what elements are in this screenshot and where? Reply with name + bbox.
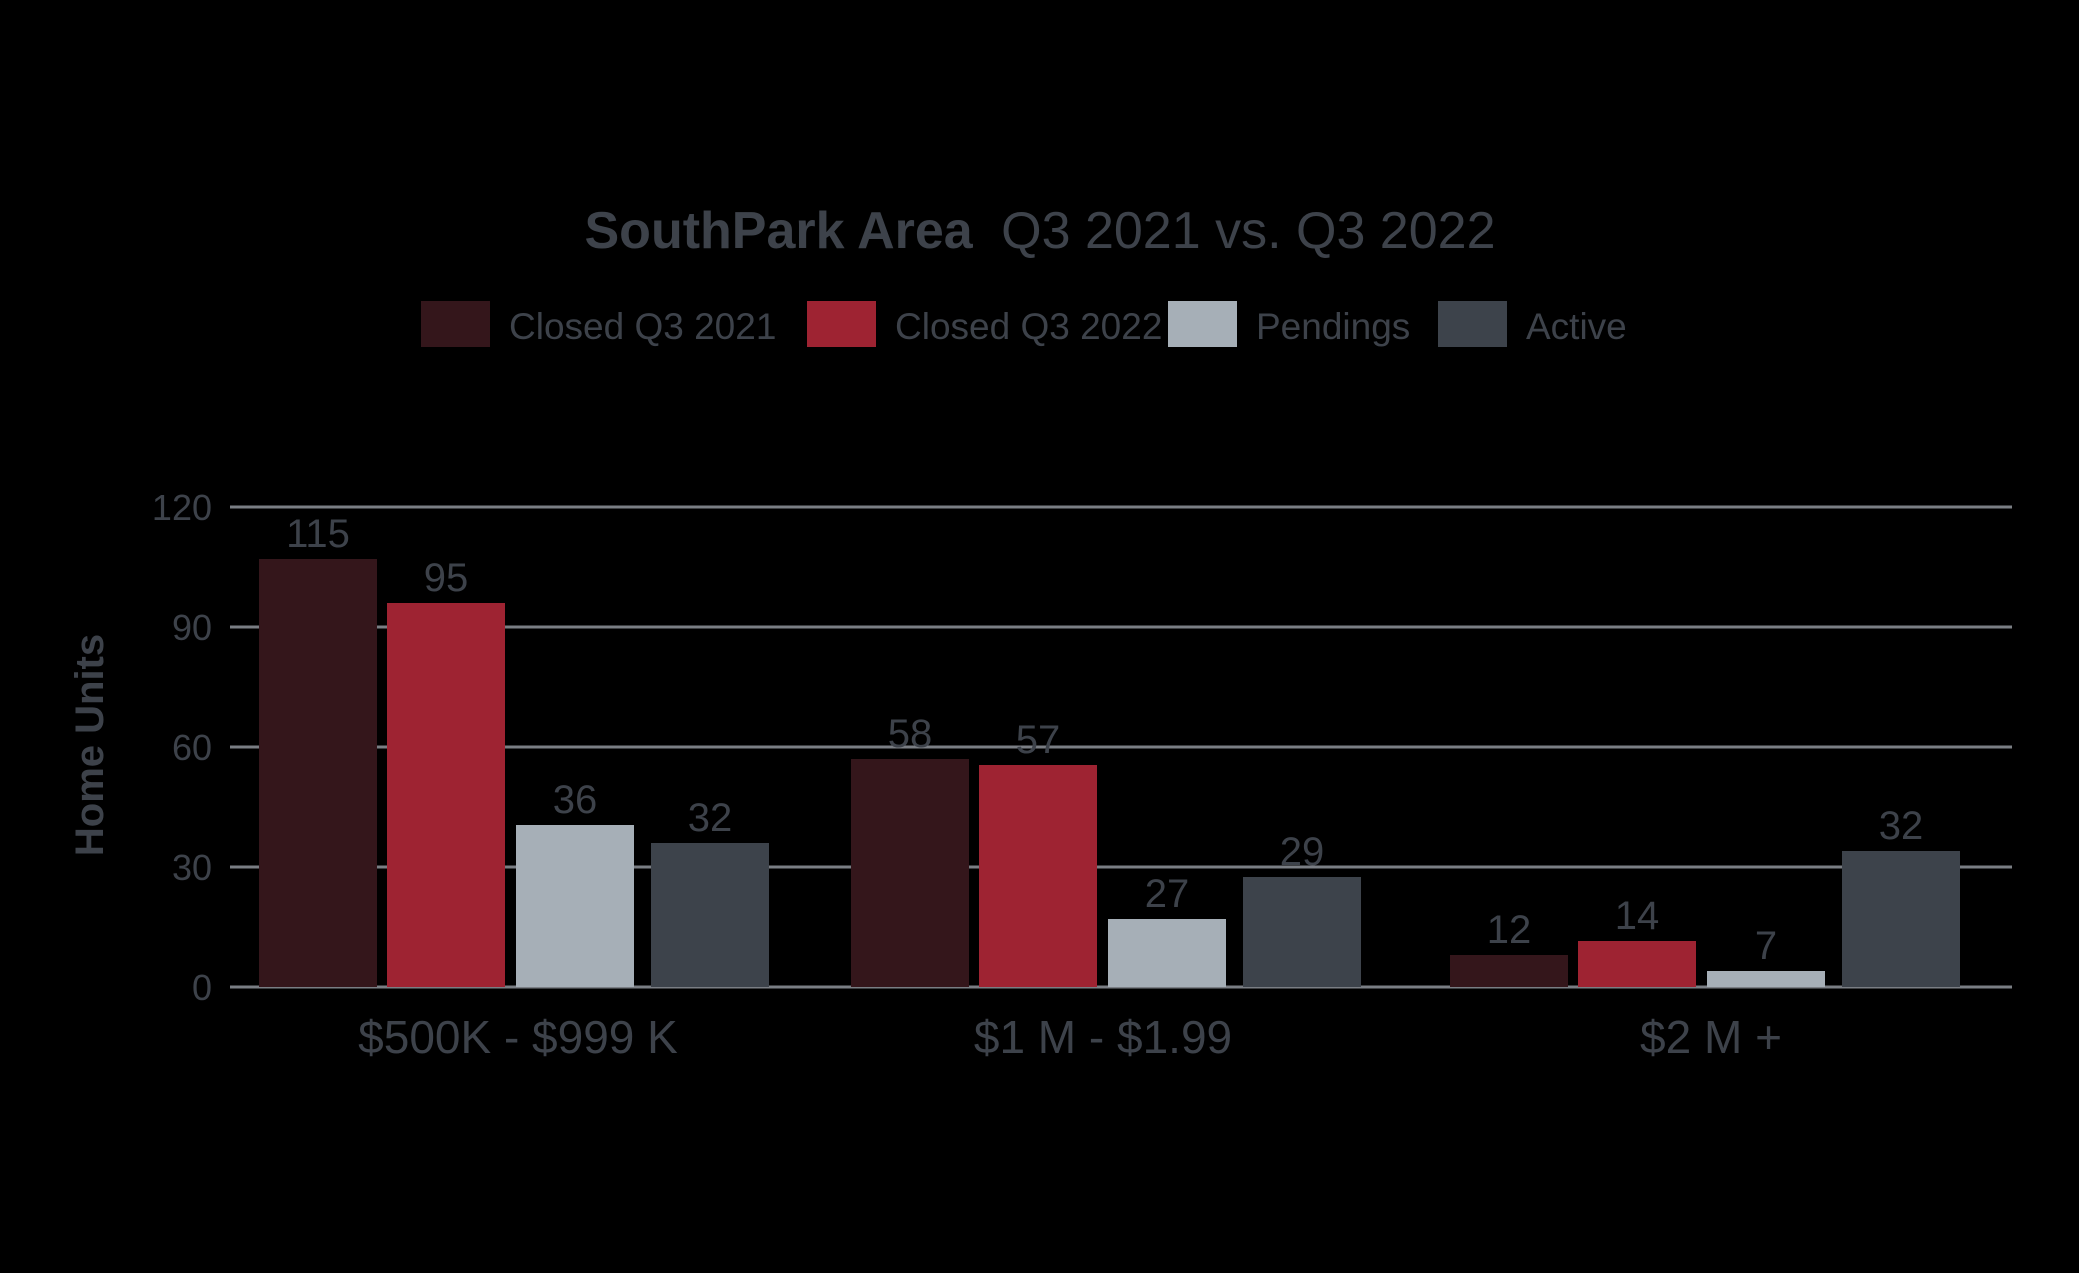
- data-label: 12: [1487, 908, 1532, 952]
- legend-label: Pendings: [1256, 306, 1410, 347]
- data-label: 14: [1615, 894, 1660, 938]
- bar-1-0: [387, 603, 505, 987]
- bar-3-0: [651, 843, 769, 987]
- legend-swatch: [1168, 301, 1237, 347]
- bars: 115 58 12 95 57 14 36 27 7 32 29 32: [259, 512, 1960, 987]
- bar-1-1: [979, 765, 1097, 987]
- y-axis-label: Home Units: [68, 634, 112, 856]
- data-label: 29: [1280, 830, 1325, 874]
- y-tick-label: 60: [172, 727, 212, 768]
- legend-swatch: [421, 301, 490, 347]
- y-tick-label: 0: [192, 967, 212, 1008]
- data-label: 27: [1145, 872, 1190, 916]
- legend-label: Closed Q3 2021: [509, 306, 776, 347]
- data-label: 32: [688, 796, 733, 840]
- bar-1-2: [1578, 941, 1696, 987]
- bar-0-0: [259, 559, 377, 987]
- legend: Closed Q3 2021 Closed Q3 2022 Pendings Acti…: [421, 301, 1627, 347]
- chart-title-bold: SouthPark Area: [585, 202, 974, 260]
- data-label: 36: [553, 778, 598, 822]
- chart-title-rest: Q3 2021 vs. Q3 2022: [1001, 202, 1495, 260]
- bar-2-0: [516, 825, 634, 987]
- bar-0-1: [851, 759, 969, 987]
- data-label: 7: [1755, 924, 1777, 968]
- bar-3-1: [1243, 877, 1361, 987]
- y-tick-label: 30: [172, 847, 212, 888]
- legend-swatch: [1438, 301, 1507, 347]
- bar-2-1: [1108, 919, 1226, 987]
- y-tick-label: 90: [172, 607, 212, 648]
- data-label: 32: [1879, 804, 1924, 848]
- bar-3-2: [1842, 851, 1960, 987]
- x-tick-label: $500K - $999 K: [358, 1011, 678, 1063]
- data-label: 115: [286, 512, 350, 556]
- y-axis-ticks: 0 30 60 90 120: [152, 487, 212, 1008]
- y-tick-label: 120: [152, 487, 212, 528]
- data-label: 58: [888, 712, 933, 756]
- legend-swatch: [807, 301, 876, 347]
- bar-2-2: [1707, 971, 1825, 987]
- x-tick-label: $1 M - $1.99: [974, 1011, 1232, 1063]
- bar-0-2: [1450, 955, 1568, 987]
- data-label: 57: [1016, 718, 1061, 762]
- x-axis-ticks: $500K - $999 K $1 M - $1.99 $2 M +: [358, 1011, 1782, 1063]
- legend-label: Closed Q3 2022: [895, 306, 1162, 347]
- x-tick-label: $2 M +: [1640, 1011, 1782, 1063]
- chart-title: SouthPark Area Q3 2021 vs. Q3 2022: [585, 202, 1496, 260]
- data-label: 95: [424, 556, 469, 600]
- legend-label: Active: [1526, 306, 1627, 347]
